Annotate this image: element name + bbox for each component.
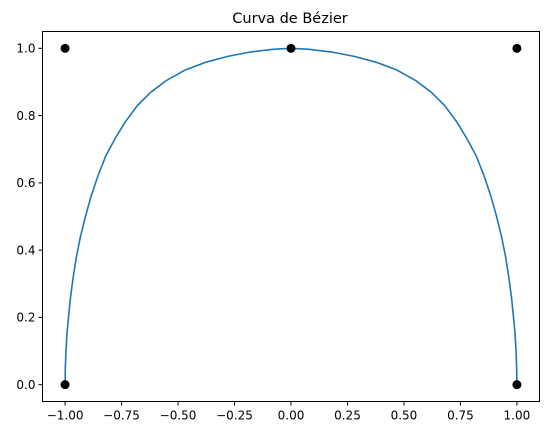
y-tick-label: 0.8 xyxy=(16,109,35,123)
y-tick-label: 0.0 xyxy=(16,378,35,392)
control-point xyxy=(60,43,70,53)
control-points xyxy=(60,43,522,390)
bezier-curve-line xyxy=(64,47,518,385)
x-tick-label: −1.00 xyxy=(47,409,84,423)
x-axis: −1.00 −0.75 −0.50 −0.25 0.00 0.25 0.50 0.75 1.00 xyxy=(47,401,531,423)
x-tick-label: 0.00 xyxy=(278,409,305,423)
x-tick-label: 1.00 xyxy=(504,409,531,423)
control-point xyxy=(286,43,296,53)
control-point xyxy=(512,380,522,390)
control-point xyxy=(60,380,70,390)
y-tick-label: 0.2 xyxy=(16,311,35,325)
y-tick-label: 0.4 xyxy=(16,243,35,257)
x-tick-label: −0.75 xyxy=(103,409,140,423)
control-point xyxy=(512,43,522,53)
chart-title: Curva de Bézier xyxy=(232,11,348,27)
x-tick-label: −0.25 xyxy=(216,409,253,423)
x-tick-label: 0.25 xyxy=(334,409,361,423)
x-tick-label: 0.75 xyxy=(447,409,474,423)
plot-frame xyxy=(42,31,540,402)
y-tick-label: 1.0 xyxy=(16,42,35,56)
x-tick-label: −0.50 xyxy=(160,409,197,423)
y-tick-label: 0.6 xyxy=(16,176,35,190)
y-axis: 0.0 0.2 0.4 0.6 0.8 1.0 xyxy=(16,42,43,392)
x-tick-label: 0.50 xyxy=(391,409,418,423)
